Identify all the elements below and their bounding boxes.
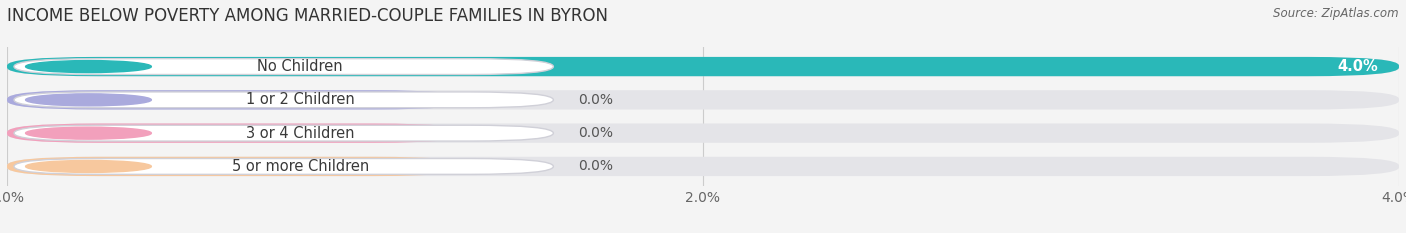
FancyBboxPatch shape xyxy=(7,157,1399,176)
FancyBboxPatch shape xyxy=(7,90,465,110)
Text: 1 or 2 Children: 1 or 2 Children xyxy=(246,92,354,107)
Text: 0.0%: 0.0% xyxy=(578,93,613,107)
Circle shape xyxy=(25,61,152,73)
FancyBboxPatch shape xyxy=(7,90,1399,110)
FancyBboxPatch shape xyxy=(7,123,1399,143)
FancyBboxPatch shape xyxy=(14,158,554,174)
FancyBboxPatch shape xyxy=(14,125,554,141)
Text: INCOME BELOW POVERTY AMONG MARRIED-COUPLE FAMILIES IN BYRON: INCOME BELOW POVERTY AMONG MARRIED-COUPL… xyxy=(7,7,607,25)
FancyBboxPatch shape xyxy=(7,157,465,176)
FancyBboxPatch shape xyxy=(7,57,1399,76)
Circle shape xyxy=(25,160,152,172)
FancyBboxPatch shape xyxy=(14,92,554,108)
Text: 3 or 4 Children: 3 or 4 Children xyxy=(246,126,354,141)
FancyBboxPatch shape xyxy=(14,59,554,75)
Circle shape xyxy=(25,94,152,106)
FancyBboxPatch shape xyxy=(7,123,465,143)
Text: No Children: No Children xyxy=(257,59,343,74)
FancyBboxPatch shape xyxy=(7,57,1399,76)
Text: 5 or more Children: 5 or more Children xyxy=(232,159,368,174)
Circle shape xyxy=(25,127,152,139)
Text: 0.0%: 0.0% xyxy=(578,126,613,140)
Text: 0.0%: 0.0% xyxy=(578,159,613,173)
Text: Source: ZipAtlas.com: Source: ZipAtlas.com xyxy=(1274,7,1399,20)
Text: 4.0%: 4.0% xyxy=(1337,59,1378,74)
